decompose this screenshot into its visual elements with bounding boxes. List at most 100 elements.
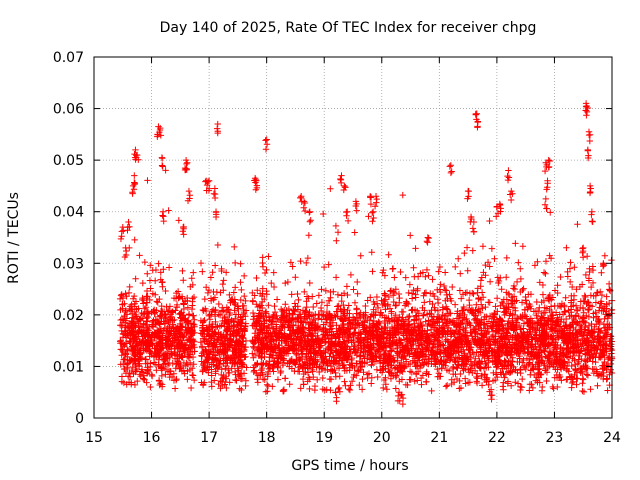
data-point <box>512 339 520 347</box>
data-point <box>533 326 540 334</box>
data-point <box>307 343 315 350</box>
data-point <box>543 317 551 325</box>
data-point <box>210 288 217 296</box>
data-point <box>520 320 528 327</box>
data-point <box>547 209 554 216</box>
data-point <box>295 324 302 332</box>
data-point <box>333 348 341 355</box>
data-point <box>474 375 481 382</box>
data-point <box>299 375 307 383</box>
data-point <box>154 319 161 326</box>
data-point <box>189 353 197 361</box>
data-point <box>226 379 233 386</box>
data-point <box>343 342 350 350</box>
data-point <box>509 317 516 324</box>
data-point <box>360 318 368 325</box>
data-point <box>158 302 165 310</box>
grid <box>94 57 612 418</box>
data-point <box>591 345 599 352</box>
data-point <box>151 345 158 352</box>
data-point <box>359 375 366 383</box>
data-point <box>269 383 276 390</box>
data-point <box>566 313 573 320</box>
data-point <box>401 352 409 360</box>
data-point <box>287 259 295 266</box>
data-point <box>207 274 215 281</box>
data-point <box>501 308 509 315</box>
data-point <box>533 355 541 362</box>
data-point <box>209 269 216 276</box>
data-point <box>273 325 280 332</box>
data-point <box>539 281 547 289</box>
data-point <box>238 342 246 350</box>
data-point <box>425 371 432 378</box>
data-point <box>238 375 246 383</box>
data-point <box>305 232 313 239</box>
data-point <box>449 317 457 325</box>
data-point <box>210 335 218 343</box>
data-point <box>240 308 248 316</box>
data-point <box>143 338 150 346</box>
data-point <box>266 338 273 346</box>
data-point <box>467 307 475 315</box>
data-point <box>480 351 487 359</box>
data-point <box>155 377 163 384</box>
data-point <box>475 294 482 302</box>
data-point <box>208 311 215 318</box>
data-point <box>579 380 586 387</box>
data-point <box>153 367 160 374</box>
data-point <box>482 303 489 311</box>
data-point <box>402 274 409 281</box>
data-point <box>144 308 152 315</box>
data-point <box>588 331 596 339</box>
data-point <box>285 319 292 326</box>
data-point <box>382 353 390 361</box>
data-point <box>511 349 518 356</box>
data-point <box>600 369 607 377</box>
data-point <box>449 283 456 291</box>
data-point <box>226 331 234 339</box>
data-point <box>576 318 584 326</box>
data-point <box>231 284 239 291</box>
data-point <box>126 338 133 345</box>
data-point <box>383 386 391 393</box>
data-point <box>250 354 257 361</box>
data-point <box>551 287 559 294</box>
data-point <box>597 346 604 354</box>
data-point <box>260 320 268 327</box>
data-point <box>471 367 479 374</box>
data-point <box>549 312 557 319</box>
data-point <box>439 304 446 311</box>
data-point <box>286 324 294 331</box>
data-point <box>438 364 445 372</box>
data-point <box>298 355 306 363</box>
data-point <box>122 351 130 358</box>
data-point <box>254 287 261 294</box>
data-point <box>550 363 558 371</box>
data-point <box>421 289 428 297</box>
data-point <box>281 375 289 382</box>
data-point <box>147 383 154 391</box>
data-point <box>132 311 139 319</box>
data-point <box>173 303 181 311</box>
data-point <box>504 300 512 307</box>
data-point <box>461 249 468 257</box>
data-point <box>540 362 548 369</box>
data-point <box>265 361 273 368</box>
data-point <box>136 371 143 378</box>
data-point <box>451 356 458 364</box>
data-point <box>134 377 141 385</box>
data-point <box>442 331 449 338</box>
data-point <box>552 309 560 316</box>
data-point <box>150 359 158 366</box>
data-point <box>567 299 575 306</box>
data-point <box>293 336 300 344</box>
data-point <box>451 301 459 308</box>
data-point <box>604 315 612 322</box>
data-point <box>474 289 481 297</box>
data-point <box>482 271 489 279</box>
data-point <box>274 345 282 352</box>
data-point <box>369 268 376 275</box>
data-point <box>157 312 164 319</box>
data-point <box>283 344 291 351</box>
